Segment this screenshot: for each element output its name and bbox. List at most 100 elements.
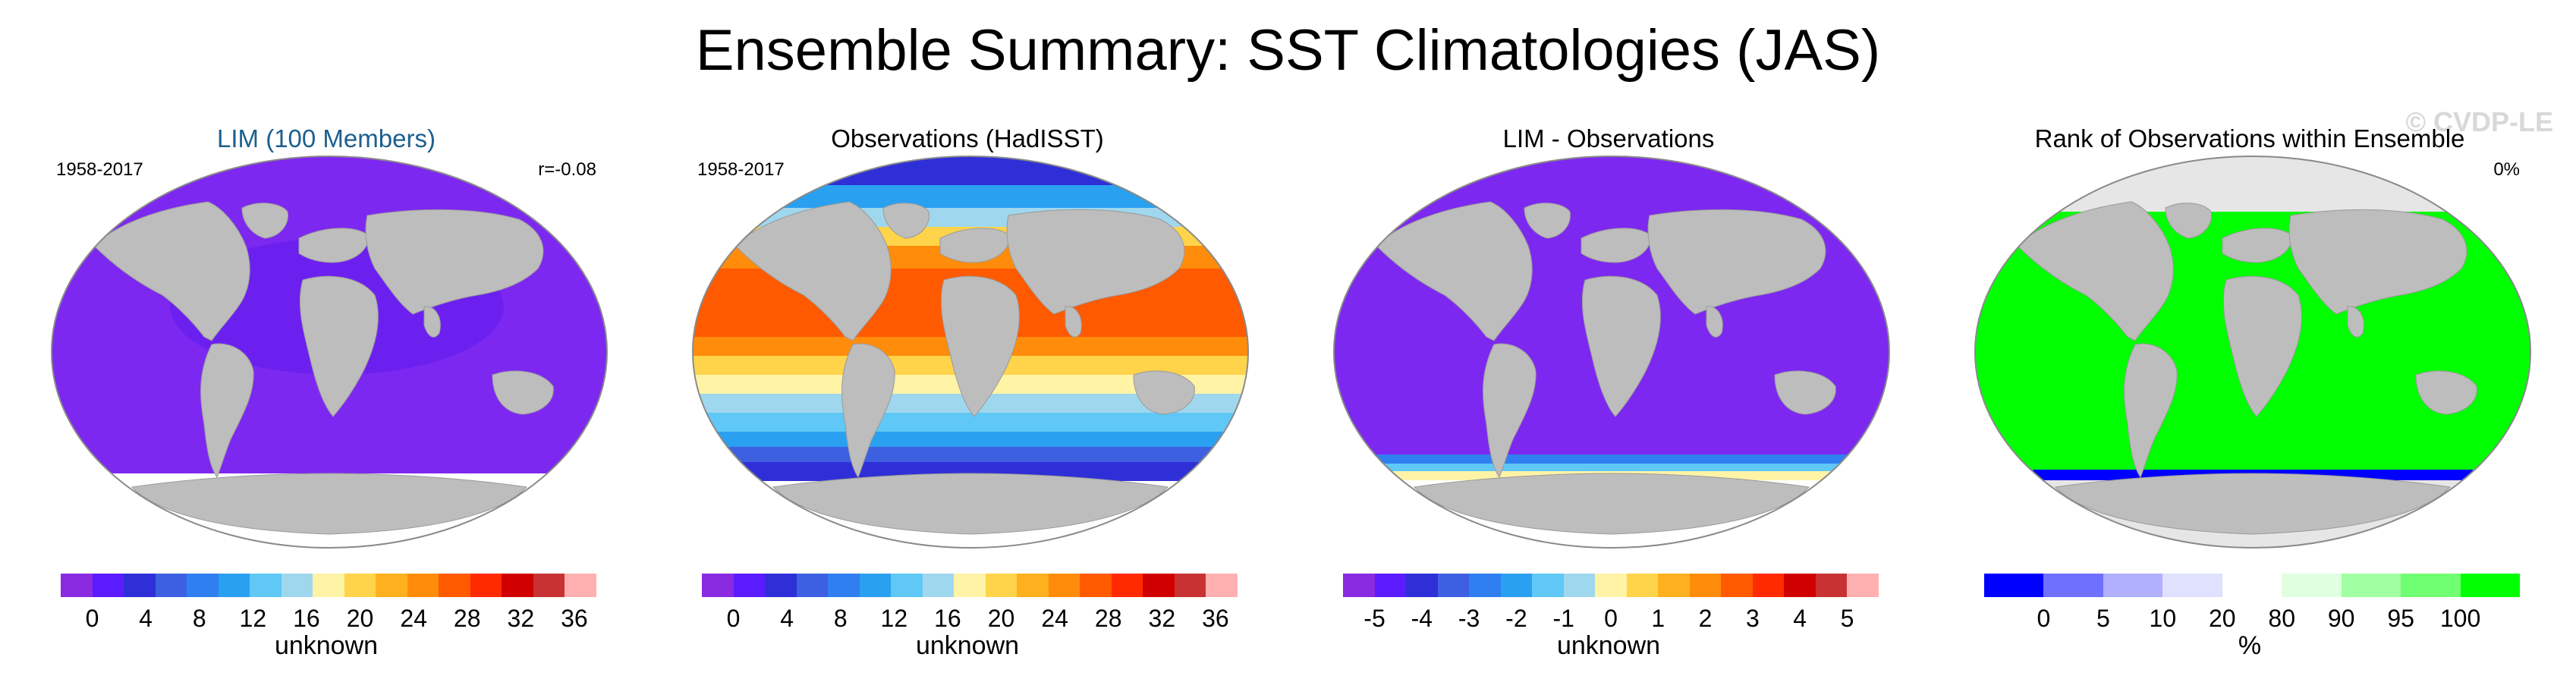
world-map bbox=[1333, 156, 1890, 549]
colorbar-tick-label: -1 bbox=[1552, 605, 1574, 632]
land-mass bbox=[423, 306, 441, 338]
map-border bbox=[1974, 156, 2531, 549]
colorbar-tick-label: -4 bbox=[1411, 605, 1433, 632]
colorbar-tick-label: 32 bbox=[1148, 605, 1176, 632]
colorbar-tick-label: 4 bbox=[139, 605, 153, 632]
colorbar-segment bbox=[2341, 574, 2401, 597]
colorbar-segment bbox=[407, 574, 439, 597]
map-border bbox=[692, 156, 1249, 549]
colorbar-segment bbox=[859, 574, 892, 597]
land-mass bbox=[734, 201, 892, 341]
colorbar-tick-label: 36 bbox=[1202, 605, 1229, 632]
colorbar-segment bbox=[1500, 574, 1533, 597]
colorbar-segment bbox=[155, 574, 187, 597]
colorbar-tick-label: -5 bbox=[1363, 605, 1386, 632]
land-mass bbox=[1006, 209, 1185, 315]
sst-band bbox=[693, 413, 1248, 432]
colorbar-segment bbox=[702, 574, 734, 597]
map-border bbox=[1333, 156, 1890, 549]
land-mass bbox=[492, 370, 554, 415]
land-mass bbox=[1483, 343, 1536, 479]
land-mass bbox=[1413, 473, 1810, 535]
land-mass bbox=[1706, 306, 1723, 338]
land-mass bbox=[2415, 370, 2477, 415]
panel-observations: Observations (HadISST) 1958-2017 0 4 8 12 16… bbox=[672, 121, 1263, 676]
colorbar-segment bbox=[250, 574, 282, 597]
colorbar-label: unknown bbox=[274, 631, 379, 660]
sst-band bbox=[693, 156, 1248, 185]
colorbar bbox=[702, 574, 1238, 597]
land-mass bbox=[1581, 228, 1651, 263]
land-mass bbox=[1065, 306, 1082, 338]
colorbar-segment bbox=[1374, 574, 1407, 597]
colorbar-segment bbox=[796, 574, 829, 597]
colorbar-segment bbox=[2162, 574, 2223, 597]
colorbar-segment bbox=[1721, 574, 1754, 597]
colorbar-tick-label: 2 bbox=[1698, 605, 1713, 632]
colorbar-segment bbox=[1984, 574, 2044, 597]
colorbar-tick-label: 28 bbox=[1094, 605, 1122, 632]
land-mass bbox=[2124, 343, 2178, 479]
panel-lim: LIM (100 Members) 1958-2017 r=-0.08 0 4 8 1… bbox=[30, 121, 622, 676]
colorbar-tick-label: 1 bbox=[1651, 605, 1665, 632]
colorbar-tick-label: 24 bbox=[400, 605, 427, 632]
land-mass bbox=[131, 473, 528, 535]
anomaly-band bbox=[1334, 454, 1889, 464]
colorbar-segment bbox=[922, 574, 955, 597]
colorbar bbox=[1343, 574, 1879, 597]
colorbar-tick-label: 20 bbox=[987, 605, 1015, 632]
colorbar-tick-label: 4 bbox=[780, 605, 794, 632]
colorbar-segment bbox=[1080, 574, 1112, 597]
colorbar-tick-label: 24 bbox=[1041, 605, 1068, 632]
stat-label: r=-0.08 bbox=[538, 159, 596, 180]
land-mass bbox=[200, 343, 254, 479]
colorbar-segment bbox=[2282, 574, 2342, 597]
period-label: 1958-2017 bbox=[697, 159, 785, 180]
colorbar-tick-label: 20 bbox=[2208, 605, 2236, 632]
colorbar-segment bbox=[985, 574, 1018, 597]
panel-title: LIM (100 Members) bbox=[217, 124, 436, 152]
colorbar-tick-label: 0 bbox=[2037, 605, 2051, 632]
colorbar-tick-label: -3 bbox=[1458, 605, 1480, 632]
land-mass bbox=[2054, 473, 2452, 535]
colorbar-tick-label: 5 bbox=[1840, 605, 1854, 632]
colorbar-segment bbox=[2460, 574, 2521, 597]
land-mass bbox=[1376, 201, 1533, 341]
land-mass bbox=[772, 473, 1169, 535]
colorbar-segment bbox=[1595, 574, 1628, 597]
world-map bbox=[1974, 156, 2531, 549]
colorbar-segment bbox=[828, 574, 860, 597]
colorbar-tick-label: 28 bbox=[453, 605, 481, 632]
colorbar-segment bbox=[1815, 574, 1848, 597]
colorbar-segment bbox=[1752, 574, 1785, 597]
sst-band bbox=[693, 432, 1248, 447]
colorbar-segment bbox=[2043, 574, 2104, 597]
colorbar-segment bbox=[1532, 574, 1565, 597]
land-mass bbox=[1581, 275, 1661, 417]
land-mass bbox=[841, 343, 895, 479]
colorbar-segment bbox=[1143, 574, 1175, 597]
colorbar bbox=[61, 574, 597, 597]
colorbar-tick-label: 10 bbox=[2149, 605, 2177, 632]
colorbar-tick-label: 100 bbox=[2439, 605, 2481, 632]
panel-title: Rank of Observations within Ensemble bbox=[2034, 124, 2465, 152]
colorbar-segment bbox=[218, 574, 250, 597]
colorbar-tick-label: 3 bbox=[1745, 605, 1760, 632]
colorbar-tick-label: 80 bbox=[2268, 605, 2296, 632]
colorbar-segment bbox=[470, 574, 502, 597]
colorbar-segment bbox=[1469, 574, 1502, 597]
colorbar-segment bbox=[1784, 574, 1816, 597]
land-mass bbox=[2222, 275, 2302, 417]
land-mass bbox=[365, 209, 544, 315]
colorbar-tick-label: 8 bbox=[833, 605, 848, 632]
land-mass bbox=[940, 275, 1020, 417]
colorbar-tick-label: 32 bbox=[507, 605, 535, 632]
sst-band bbox=[693, 185, 1248, 208]
colorbar-segment bbox=[92, 574, 124, 597]
land-mass bbox=[298, 228, 369, 263]
colorbar-segment bbox=[1437, 574, 1470, 597]
panel-title: LIM - Observations bbox=[1502, 124, 1715, 152]
sst-band bbox=[693, 447, 1248, 462]
panel-title: Observations (HadISST) bbox=[831, 124, 1104, 152]
land-mass bbox=[1647, 209, 1826, 315]
